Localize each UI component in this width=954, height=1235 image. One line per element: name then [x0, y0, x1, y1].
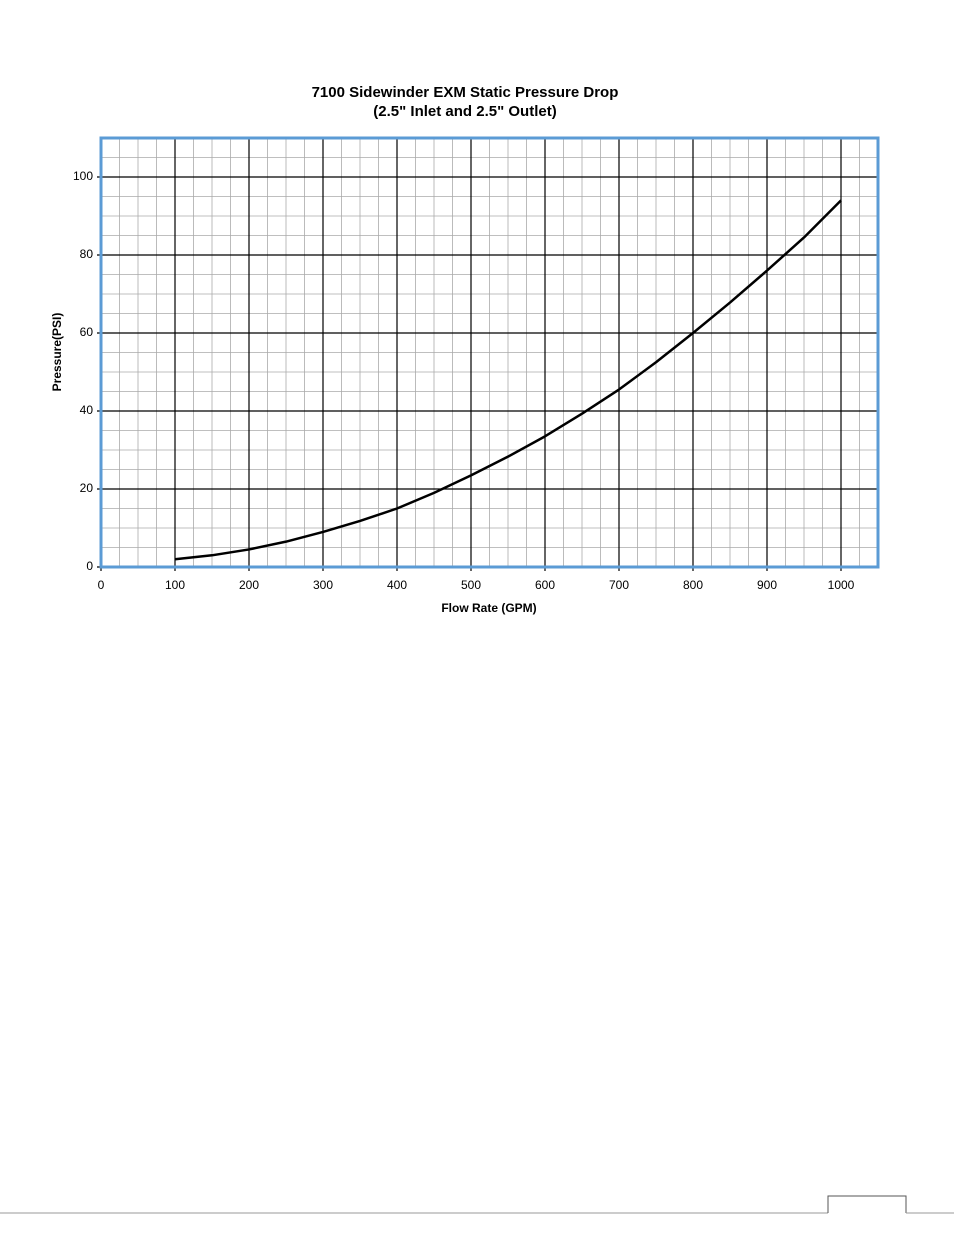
x-tick-label: 200	[239, 578, 259, 592]
y-tick-label: 60	[80, 325, 94, 339]
x-tick-label: 600	[535, 578, 555, 592]
y-tick-label: 20	[80, 481, 94, 495]
y-axis-label: Pressure(PSI)	[50, 313, 64, 392]
chart-subtitle: (2.5" Inlet and 2.5" Outlet)	[373, 103, 556, 120]
y-tick-label: 80	[80, 247, 94, 261]
x-tick-label: 700	[609, 578, 629, 592]
chart-title: 7100 Sidewinder EXM Static Pressure Drop	[312, 84, 619, 101]
plot-area: 0 100 200 300 400 500 600 700 800 900 1000 0 20 40 60 8…	[73, 136, 880, 592]
footer-tab	[827, 1195, 907, 1213]
x-tick-label: 1000	[828, 578, 855, 592]
x-tick-label: 900	[757, 578, 777, 592]
data-line	[174, 199, 842, 561]
x-tick-label: 800	[683, 578, 703, 592]
x-tick-label: 300	[313, 578, 333, 592]
x-tick-label: 400	[387, 578, 407, 592]
x-tick-label: 100	[165, 578, 185, 592]
x-tick-label: 500	[461, 578, 481, 592]
y-tick-label: 40	[80, 403, 94, 417]
plot-frame	[99, 136, 880, 569]
x-tick-label: 0	[98, 578, 105, 592]
x-axis-label: Flow Rate (GPM)	[441, 601, 536, 615]
y-tick-label: 0	[86, 559, 93, 573]
y-tick-label: 100	[73, 169, 93, 183]
